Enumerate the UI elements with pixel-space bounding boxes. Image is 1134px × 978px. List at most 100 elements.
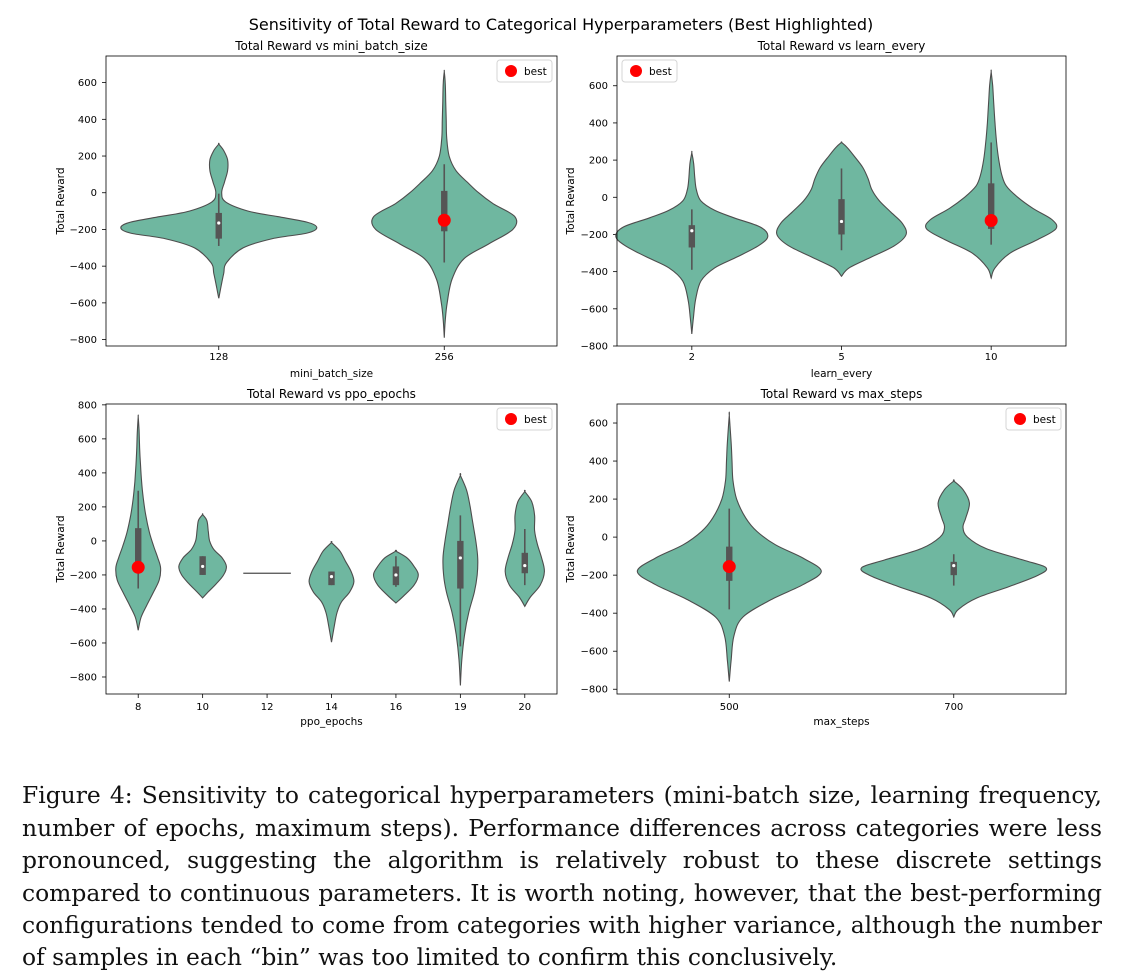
- legend-best-marker: [1014, 413, 1026, 425]
- legend-label: best: [649, 66, 672, 78]
- box-iqr: [688, 225, 696, 248]
- y-tick-label: −400: [70, 262, 97, 273]
- x-tick-label: 12: [261, 702, 274, 713]
- y-tick-label: −400: [581, 267, 608, 278]
- y-tick-label: 400: [78, 115, 97, 126]
- y-tick-label: −600: [70, 298, 97, 309]
- x-tick-label: 8: [135, 702, 141, 713]
- box-median: [690, 229, 694, 233]
- y-axis-label: Total Reward: [565, 516, 577, 584]
- box-median: [394, 573, 398, 577]
- violin-10: [178, 513, 227, 599]
- subplot-title: Total Reward vs max_steps: [760, 387, 923, 401]
- subplot-max-steps: Total Reward vs max_steps −800 −600 −400 −20…: [565, 387, 1067, 728]
- legend-label: best: [1033, 414, 1056, 426]
- axes-frame: [105, 403, 558, 695]
- x-tick-label: 128: [209, 352, 228, 363]
- x-axis-label: ppo_epochs: [300, 716, 362, 728]
- x-tick-label: 256: [435, 352, 454, 363]
- x-axis-label: learn_every: [811, 368, 873, 380]
- figure: Sensitivity of Total Reward to Categoric…: [55, 15, 1067, 728]
- violin-700: [860, 479, 1048, 619]
- y-tick-label: −800: [70, 335, 97, 346]
- axes-frame: [616, 55, 1067, 347]
- box-median: [458, 556, 462, 560]
- y-tick-label: 600: [589, 81, 608, 92]
- figure-title: Sensitivity of Total Reward to Categoric…: [249, 15, 874, 34]
- box-median: [839, 219, 844, 224]
- y-tick-label: 600: [78, 434, 97, 445]
- y-tick-label: 200: [589, 495, 608, 506]
- x-tick-label: 19: [454, 702, 467, 713]
- y-tick-label: 0: [91, 536, 97, 547]
- figure-caption: Figure 4: Sensitivity to categorical hyp…: [22, 781, 1102, 972]
- y-tick-label: −400: [581, 609, 608, 620]
- box-iqr: [950, 561, 957, 576]
- x-tick-label: 10: [985, 352, 998, 363]
- x-tick-label: 16: [390, 702, 403, 713]
- x-tick-label: 20: [518, 702, 531, 713]
- y-tick-label: 0: [91, 188, 97, 199]
- y-tick-label: 0: [602, 193, 608, 204]
- box-median: [329, 575, 334, 579]
- x-tick-label: 700: [944, 702, 963, 713]
- legend: best: [496, 407, 553, 431]
- y-tick-label: 400: [589, 118, 608, 129]
- subplot-title: Total Reward vs ppo_epochs: [246, 387, 416, 401]
- y-tick-label: 600: [78, 78, 97, 89]
- x-axis-label: max_steps: [813, 716, 869, 728]
- y-tick-label: −200: [70, 570, 97, 581]
- best-marker: [722, 560, 736, 574]
- y-tick-label: 0: [602, 533, 608, 544]
- box-median: [201, 564, 205, 569]
- subplot-mini-batch-size: Total Reward vs mini_batch_size −800 −600 −…: [55, 39, 558, 380]
- box-iqr: [457, 540, 464, 589]
- box-iqr: [215, 212, 222, 239]
- y-tick-label: 200: [78, 502, 97, 513]
- box-iqr: [838, 199, 845, 235]
- y-tick-label: −200: [581, 230, 608, 241]
- subplot-title: Total Reward vs mini_batch_size: [234, 39, 428, 53]
- best-marker: [131, 560, 145, 574]
- box-iqr: [135, 528, 142, 572]
- y-tick-label: −800: [581, 342, 608, 353]
- y-tick-label: −600: [70, 638, 97, 649]
- legend: best: [621, 59, 678, 83]
- box-iqr: [441, 190, 448, 232]
- axes-frame: [616, 403, 1067, 695]
- y-axis-label: Total Reward: [565, 168, 577, 236]
- legend-best-marker: [505, 65, 517, 77]
- subplot-ppo-epochs: Total Reward vs ppo_epochs −800 −600 −400 −2…: [55, 387, 558, 728]
- y-tick-label: −200: [581, 571, 608, 582]
- x-tick-label: 10: [196, 702, 209, 713]
- y-tick-label: 200: [589, 156, 608, 167]
- subplot-title: Total Reward vs learn_every: [757, 39, 926, 53]
- legend-label: best: [524, 66, 547, 78]
- x-tick-label: 2: [689, 352, 695, 363]
- y-tick-label: −600: [581, 647, 608, 658]
- axes-frame: [105, 55, 558, 347]
- y-tick-label: −200: [70, 225, 97, 236]
- x-tick-label: 14: [325, 702, 338, 713]
- legend-best-marker: [505, 413, 517, 425]
- box-median: [952, 564, 956, 568]
- y-tick-label: 600: [589, 419, 608, 430]
- y-axis-label: Total Reward: [55, 516, 67, 584]
- box-median: [217, 221, 221, 225]
- legend-best-marker: [630, 65, 642, 77]
- y-tick-label: −400: [70, 604, 97, 615]
- box-iqr: [987, 183, 995, 229]
- y-axis-label: Total Reward: [55, 168, 67, 236]
- subplot-learn-every: Total Reward vs learn_every −800 −600 −400 −…: [565, 39, 1067, 380]
- legend: best: [1005, 407, 1062, 431]
- y-tick-label: 400: [589, 457, 608, 468]
- best-marker: [984, 214, 998, 228]
- x-tick-label: 500: [720, 702, 739, 713]
- box-median: [523, 563, 527, 568]
- y-tick-label: 800: [78, 400, 97, 411]
- box-iqr: [328, 571, 335, 586]
- legend-label: best: [524, 414, 547, 426]
- legend: best: [496, 59, 553, 83]
- y-tick-label: −800: [70, 672, 97, 683]
- y-tick-label: −600: [581, 304, 608, 315]
